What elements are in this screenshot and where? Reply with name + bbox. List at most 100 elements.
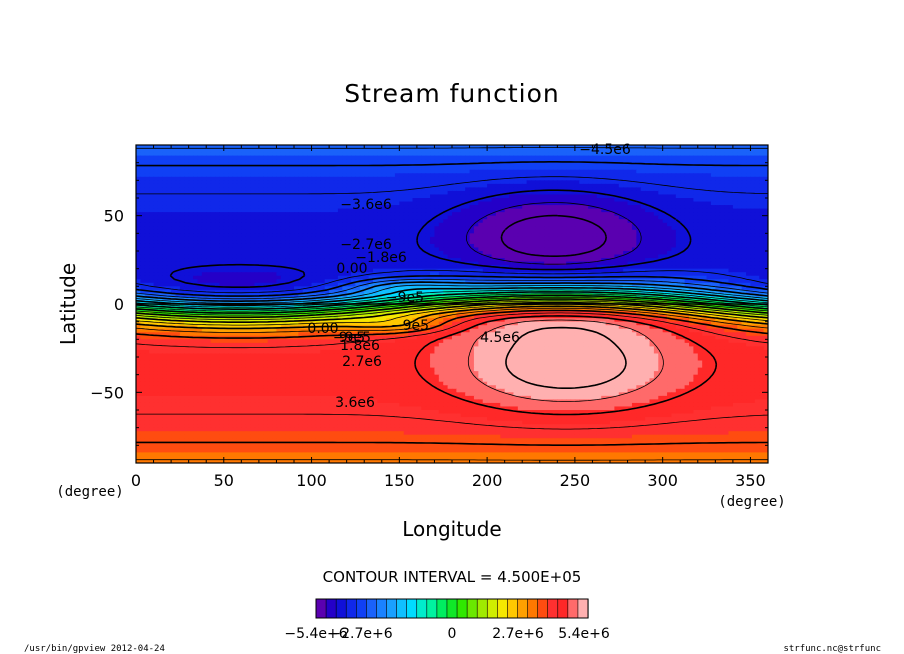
field-cell — [241, 198, 247, 203]
field-cell — [605, 261, 611, 266]
field-cell — [289, 173, 295, 178]
field-cell — [570, 152, 576, 157]
field-cell — [482, 148, 488, 153]
field-cell — [276, 155, 282, 160]
field-cell — [583, 247, 589, 252]
field-cell — [574, 222, 580, 227]
field-cell — [548, 208, 554, 213]
field-cell — [680, 212, 686, 217]
field-cell — [166, 155, 172, 160]
field-cell — [539, 215, 545, 220]
field-cell — [627, 155, 633, 160]
field-cell — [640, 173, 646, 178]
field-cell — [294, 152, 299, 157]
field-cell — [614, 173, 620, 178]
field-cell — [298, 180, 304, 185]
field-cell — [509, 155, 515, 160]
field-cell — [390, 261, 396, 266]
field-cell — [684, 229, 690, 234]
field-cell — [307, 169, 313, 174]
field-cell — [254, 205, 260, 210]
field-cell — [504, 240, 510, 245]
field-cell — [579, 190, 585, 196]
field-cell — [574, 236, 580, 241]
field-cell — [403, 190, 409, 196]
field-cell — [263, 243, 269, 249]
field-cell — [289, 148, 295, 153]
field-cell — [193, 247, 199, 252]
field-cell — [592, 201, 598, 206]
field-cell — [232, 155, 238, 160]
field-cell — [390, 240, 396, 245]
field-cell — [517, 261, 523, 266]
field-cell — [136, 148, 141, 153]
field-cell — [631, 208, 637, 213]
field-cell — [258, 254, 264, 259]
field-cell — [311, 148, 317, 153]
field-cell — [759, 208, 765, 213]
field-cell — [162, 190, 168, 196]
field-cell — [171, 190, 177, 196]
field-cell — [236, 233, 242, 238]
field-cell — [627, 173, 633, 178]
field-cell — [381, 243, 387, 249]
field-cell — [408, 176, 414, 181]
field-cell — [574, 176, 580, 181]
field-cell — [482, 145, 488, 150]
field-cell — [509, 162, 515, 167]
field-cell — [351, 258, 357, 263]
field-cell — [377, 233, 383, 238]
field-cell — [438, 208, 444, 213]
field-cell — [184, 145, 190, 150]
field-cell — [206, 194, 212, 199]
field-cell — [579, 194, 585, 199]
field-cell — [193, 215, 199, 220]
field-cell — [136, 247, 141, 252]
field-cell — [149, 173, 155, 178]
field-cell — [430, 148, 436, 153]
field-cell — [188, 187, 194, 192]
field-cell — [741, 180, 747, 185]
field-cell — [658, 180, 664, 185]
field-cell — [162, 240, 168, 245]
field-cell — [531, 166, 536, 171]
field-cell — [452, 194, 457, 199]
field-cell — [359, 201, 365, 206]
field-cell — [175, 198, 181, 203]
field-cell — [162, 208, 168, 213]
field-cell — [645, 251, 651, 256]
field-cell — [258, 162, 264, 167]
field-cell — [258, 190, 264, 196]
field-cell — [473, 187, 479, 192]
field-cell — [355, 222, 361, 227]
field-cell — [649, 180, 655, 185]
field-cell — [645, 187, 651, 192]
field-cell — [513, 162, 519, 167]
field-cell — [245, 183, 251, 188]
field-cell — [263, 236, 269, 241]
field-cell — [689, 159, 694, 164]
field-cell — [539, 236, 545, 241]
field-cell — [223, 148, 229, 153]
field-cell — [315, 201, 321, 206]
field-cell — [710, 243, 716, 249]
field-cell — [399, 265, 405, 270]
field-cell — [346, 180, 352, 185]
field-cell — [443, 205, 449, 210]
field-cell — [557, 169, 563, 174]
field-cell — [280, 162, 286, 167]
field-cell — [285, 162, 291, 167]
field-cell — [517, 208, 523, 213]
field-cell — [166, 251, 172, 256]
field-cell — [184, 180, 190, 185]
field-cell — [513, 229, 519, 234]
field-cell — [333, 247, 339, 252]
field-cell — [250, 265, 256, 270]
field-cell — [759, 190, 765, 196]
field-cell — [605, 212, 611, 217]
field-cell — [408, 258, 414, 263]
field-cell — [719, 201, 725, 206]
field-cell — [601, 145, 607, 150]
field-cell — [645, 233, 651, 238]
field-cell — [719, 229, 725, 234]
